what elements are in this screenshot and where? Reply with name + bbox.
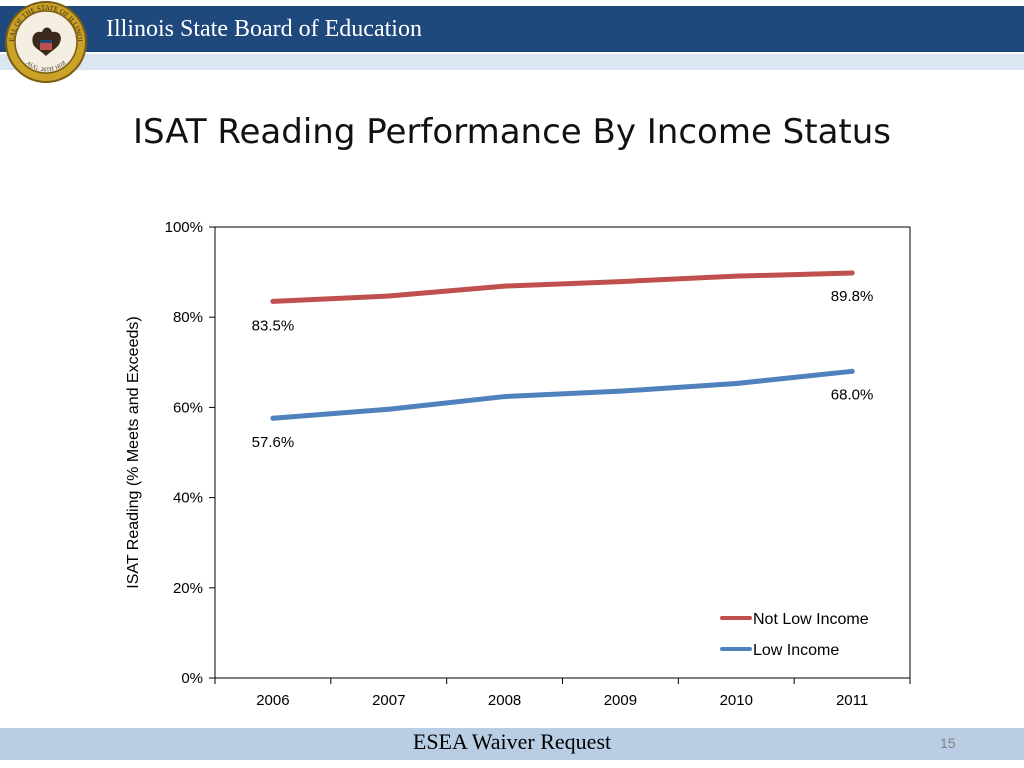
series-line-1	[270, 368, 855, 421]
y-tick-label: 60%	[173, 399, 203, 416]
data-label: 83.5%	[252, 317, 295, 334]
series-line-0	[270, 270, 855, 304]
data-point	[502, 283, 508, 289]
x-tick-label: 2007	[372, 692, 405, 709]
data-point	[849, 368, 855, 374]
y-tick-label: 0%	[181, 670, 203, 687]
seal-eagle-icon	[32, 27, 61, 56]
y-axis-title: ISAT Reading (% Meets and Exceeds)	[125, 316, 142, 588]
data-point	[386, 406, 392, 412]
data-point	[617, 279, 623, 285]
x-tick-label: 2009	[604, 692, 637, 709]
header-stripe	[0, 54, 1024, 70]
footer-bar	[0, 728, 1024, 760]
data-point	[386, 293, 392, 299]
data-point	[617, 388, 623, 394]
data-point	[849, 270, 855, 276]
x-tick-label: 2008	[488, 692, 521, 709]
data-label: 89.8%	[831, 288, 874, 305]
state-seal-icon: SEAL OF THE STATE OF ILLINOIS AUG. 26TH …	[4, 0, 87, 83]
y-tick-label: 40%	[173, 490, 203, 507]
chart-data-labels: 83.5% 89.8% 57.6% 68.0%	[252, 288, 874, 451]
slide-title: ISAT Reading Performance By Income Statu…	[132, 112, 892, 152]
y-tick-label: 20%	[173, 580, 203, 597]
chart-series	[270, 270, 855, 421]
footer-text: ESEA Waiver Request	[412, 729, 612, 754]
y-tick-label: 80%	[173, 309, 203, 326]
data-point	[502, 394, 508, 400]
header-title: Illinois State Board of Education	[106, 16, 422, 42]
chart-axes: 0% 20% 40% 60% 80% 100% 2006 2007 2008 2009 2010 20…	[125, 219, 911, 709]
x-tick-label: 2006	[256, 692, 289, 709]
x-tick-label: 2010	[720, 692, 753, 709]
data-label: 68.0%	[831, 386, 874, 403]
line-chart: 0% 20% 40% 60% 80% 100% 2006 2007 2008 2009 2010 20…	[125, 219, 911, 709]
data-label: 57.6%	[252, 434, 295, 451]
data-point	[270, 298, 276, 304]
page-number: 15	[940, 735, 956, 751]
header-bar	[0, 6, 1024, 52]
data-point	[733, 380, 739, 386]
data-point	[733, 273, 739, 279]
x-tick-label: 2011	[836, 692, 868, 709]
chart-legend: Not Low Income Low Income	[720, 611, 869, 659]
y-tick-label: 100%	[165, 219, 203, 236]
data-point	[270, 415, 276, 421]
legend-label: Low Income	[753, 642, 839, 659]
legend-label: Not Low Income	[753, 611, 869, 628]
